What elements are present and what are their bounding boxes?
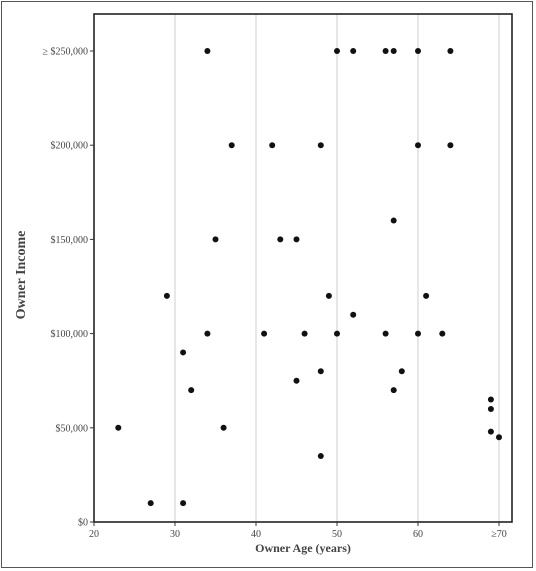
x-tick-label: ≥70 [491,529,507,540]
y-tick-label: $100,000 [51,329,89,340]
data-point [220,424,227,431]
data-point [180,349,187,356]
y-axis-title: Owner Income [14,231,29,320]
point-layer [115,48,502,507]
data-point [317,453,324,460]
data-point [447,142,454,149]
x-tick-label: 50 [332,529,342,540]
y-tick-label: $0 [78,518,88,529]
data-point [317,142,324,149]
data-point [325,292,332,299]
data-point [277,236,284,243]
data-point [115,424,122,431]
data-point [390,217,397,224]
data-point [496,434,502,441]
x-tick-label: 60 [413,529,423,540]
data-point [398,368,405,375]
data-point [447,48,454,54]
data-point [390,48,397,54]
data-point [390,387,397,394]
y-tick-label: $50,000 [56,423,89,434]
data-point [204,48,211,54]
data-point [439,330,446,337]
data-point [293,377,300,384]
data-point [382,48,389,54]
data-point [350,311,357,318]
data-point [317,368,324,375]
data-point [350,48,357,54]
y-tick-label: ≥ $250,000 [43,47,89,58]
data-point [293,236,300,243]
data-point [212,236,219,243]
data-point [188,387,195,394]
y-tick-label: $200,000 [51,141,89,152]
data-point [415,48,421,54]
data-point [163,292,170,299]
data-point [228,142,235,149]
tick-layer: 20 30 40 50 60 ≥70 $0 $50,000 $100,000 $150,000 $2… [43,47,507,541]
data-point [147,500,154,507]
data-point [334,330,340,337]
x-tick-label: 30 [170,529,180,540]
data-point [269,142,276,149]
data-point [261,330,268,337]
grid-layer [174,14,500,522]
x-tick-label: 40 [251,529,261,540]
y-tick-label: $150,000 [51,235,89,246]
data-point [382,330,389,337]
plot-area [93,13,513,523]
data-point [301,330,308,337]
x-tick-label: 20 [89,529,99,540]
data-point [487,396,494,403]
data-point [415,330,421,337]
data-point [180,500,187,507]
data-point [415,142,421,149]
data-point [487,405,494,412]
data-point [487,428,494,435]
data-point [334,48,340,54]
data-point [204,330,211,337]
x-axis-title: Owner Age (years) [255,541,351,555]
data-point [423,292,430,299]
